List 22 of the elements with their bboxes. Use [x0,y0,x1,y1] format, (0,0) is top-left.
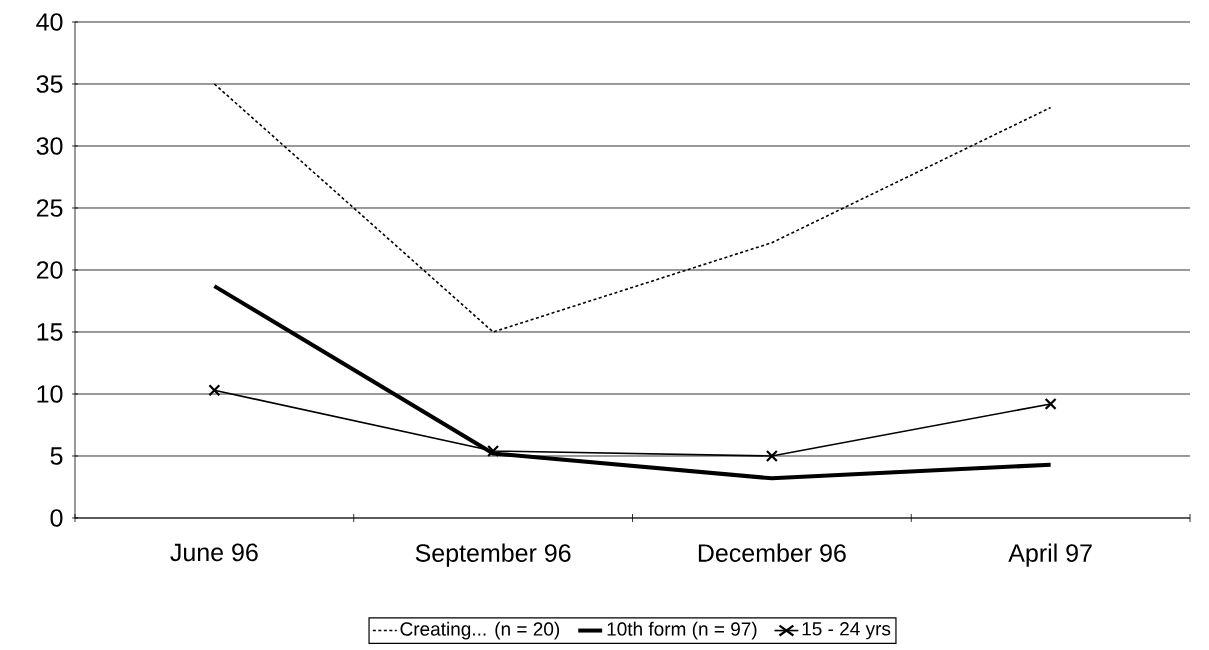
point [208,384,221,397]
x-tick-label: June 96 [170,543,258,562]
legend-label: Creating... (n = 20) [400,621,560,640]
x-tick-label: April 97 [1008,543,1092,567]
y-tick-label: 20 [36,261,63,279]
y-tick-label: 30 [36,137,63,155]
y-tick-label: 10 [37,385,63,403]
line-series [213,83,1052,333]
legend-label: 15 - 24 yrs [802,622,891,640]
y-tick-label: 0 [50,509,63,527]
x-tick-label: December 96 [698,543,846,562]
point [487,444,500,458]
y-tick-label: 35 [36,75,63,93]
y-tick-label: 25 [36,199,63,217]
legend-label: 10th form (n = 97) [607,621,757,640]
y-tick-label: 40 [36,13,63,31]
x-tick-label: September 96 [415,543,571,567]
point [1044,397,1057,410]
point [765,449,778,463]
y-tick-label: 5 [50,447,63,465]
line-series [212,284,1053,481]
y-tick-label: 15 [37,323,63,341]
